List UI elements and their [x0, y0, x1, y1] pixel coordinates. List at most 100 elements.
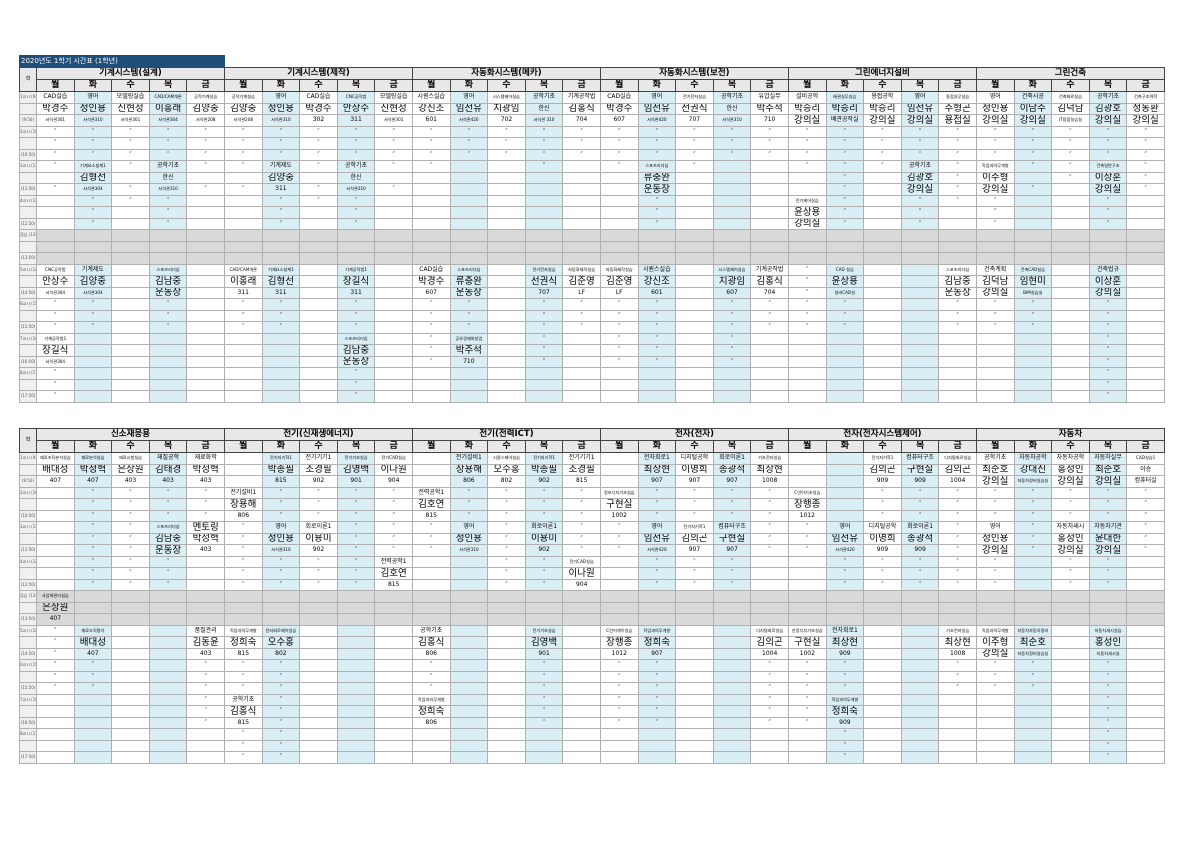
timetable-cell [788, 578, 827, 591]
timetable-cell: ″ [524, 567, 564, 580]
timetable-cell [336, 705, 376, 718]
timetable-cell [374, 590, 413, 603]
timetable-cell [111, 728, 150, 741]
timetable-cell: ″ [449, 148, 489, 161]
timetable-cell [111, 344, 150, 357]
timetable-cell: ″ [1126, 160, 1165, 173]
timetable-cell: 용접실무실습 [938, 91, 977, 104]
timetable-cell: ″ [1088, 659, 1128, 672]
timetable-cell [1051, 728, 1090, 741]
timetable-cell [788, 463, 827, 476]
timetable-cell [487, 171, 526, 184]
timetable-cell: ″ [938, 321, 977, 334]
timetable-cell: 영어 [637, 91, 677, 104]
day-header: 화 [73, 440, 113, 453]
timetable-cell: ″ [1088, 378, 1128, 391]
timetable-cell: ″ [1013, 137, 1053, 150]
timetable-cell [336, 647, 376, 660]
timetable-cell: ″ [863, 555, 902, 568]
timetable-cell [750, 555, 789, 568]
timetable-cell: 최순호 [975, 463, 1015, 476]
day-header: 화 [449, 440, 489, 453]
timetable-cell [487, 659, 526, 672]
timetable-cell: ″ [599, 309, 639, 322]
timetable-cell [750, 229, 789, 242]
day-header: 목 [148, 79, 188, 92]
timetable-cell: ″ [637, 670, 677, 683]
timetable-cell [411, 739, 451, 752]
timetable-cell: 임선유 [825, 532, 865, 545]
timetable-cell: ″ [1013, 125, 1053, 138]
timetable-cell: 송광석 [712, 463, 752, 476]
timetable-cell [675, 194, 714, 207]
timetable-cell: 김홍식 [562, 102, 601, 115]
timetable-cell [863, 390, 902, 403]
timetable-cell [411, 728, 451, 741]
timetable-cell: ″ [1051, 498, 1090, 511]
timetable-cell: ″ [712, 486, 752, 499]
timetable-cell [900, 601, 940, 614]
timetable-cell: ″ [261, 509, 301, 522]
timetable-cell: ″ [224, 659, 263, 672]
timetable-cell [1126, 705, 1165, 718]
timetable-cell: ″ [36, 624, 75, 637]
timetable-cell: 공학기초 [712, 91, 752, 104]
timetable-cell [487, 217, 526, 230]
timetable-cell: CAD 실습 [825, 263, 865, 276]
timetable-cell [1051, 590, 1090, 603]
timetable-cell: 선권식 [675, 102, 714, 115]
timetable-cell [411, 240, 451, 253]
timetable-cell: 강의실 [975, 475, 1015, 488]
timetable-cell: 강의실 [1051, 475, 1090, 488]
timetable-cell: ″ [863, 498, 902, 511]
timetable-cell [1051, 705, 1090, 718]
timetable-cell [111, 263, 150, 276]
timetable-cell: 서석관420 [637, 544, 677, 557]
timetable-cell [1051, 716, 1090, 729]
timetable-cell: ″ [750, 498, 789, 511]
period-label [19, 739, 37, 752]
timetable-cell [411, 578, 451, 591]
timetable-cell: 오수홍 [261, 636, 301, 649]
timetable-cell: ″ [487, 125, 526, 138]
timetable-cell: ″ [1013, 659, 1053, 672]
timetable-cell: 건축시공 [1013, 91, 1053, 104]
timetable-cell [186, 355, 225, 368]
timetable-cell [449, 183, 489, 196]
timetable-cell: ″ [336, 309, 376, 322]
timetable-cell: ″ [411, 148, 451, 161]
timetable-cell: ″ [524, 160, 564, 173]
timetable-cell [336, 252, 376, 265]
timetable-cell [675, 355, 714, 368]
timetable-cell: ″ [73, 125, 113, 138]
timetable-cell: 전자회로1 [825, 624, 865, 637]
timetable-cell [787, 240, 827, 253]
timetable-cell: 김태경 [148, 463, 188, 476]
timetable-cell: ″ [73, 509, 113, 522]
timetable-cell [900, 286, 940, 299]
timetable-cell: ″ [186, 137, 225, 150]
day-header: 월 [599, 79, 639, 92]
timetable-cell: ″ [1088, 298, 1128, 311]
period-label [19, 463, 37, 476]
timetable-cell [1013, 739, 1053, 752]
timetable-cell [1126, 636, 1165, 649]
timetable-cell [111, 590, 150, 603]
timetable-cell: ″ [750, 682, 789, 695]
timetable-cell [562, 160, 601, 173]
timetable-cell: ″ [336, 125, 376, 138]
timetable-cell: ″ [224, 578, 263, 591]
timetable-cell [975, 613, 1015, 626]
timetable-cell: ″ [1051, 509, 1090, 522]
timetable-cell [261, 332, 301, 345]
timetable-cell: 이홍래 [223, 275, 263, 288]
timetable-cell: ″ [374, 498, 413, 511]
timetable-cell: ″ [73, 217, 113, 230]
timetable-cell: 서석관301 [374, 114, 413, 127]
timetable-cell: 송광석 [900, 532, 940, 545]
period-label: 2교시 (10:00) [19, 486, 37, 499]
timetable-cell [1051, 624, 1090, 637]
timetable-cell [36, 716, 75, 729]
timetable-cell [186, 332, 225, 345]
timetable-cell [938, 332, 977, 345]
